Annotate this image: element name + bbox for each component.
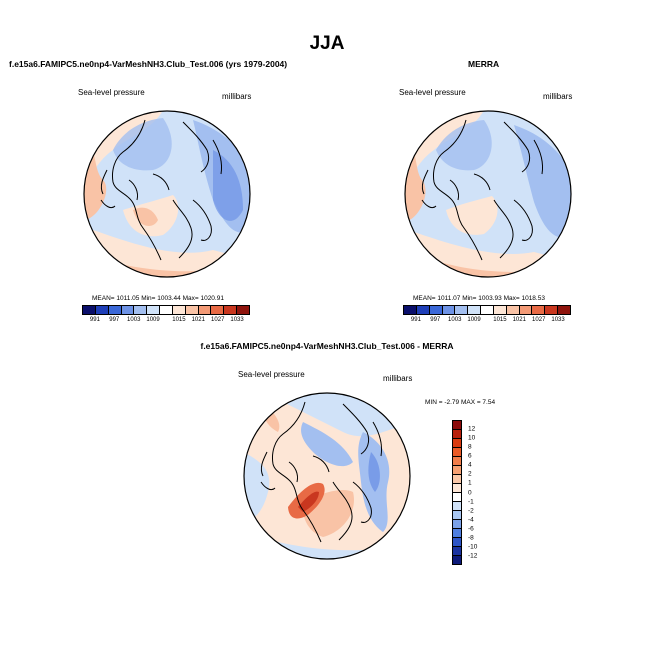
colorbar-swatch <box>453 502 461 511</box>
panel1-tick: 1003 <box>127 317 141 323</box>
panel3-left-label: Sea-level pressure <box>238 370 305 379</box>
panel1-colorbar <box>82 305 250 315</box>
panel2-tick: 1015 <box>493 317 507 323</box>
panel1-tick: 1015 <box>172 317 186 323</box>
colorbar-swatch <box>453 493 461 502</box>
panel2-tick: 997 <box>430 317 441 323</box>
colorbar-swatch <box>416 306 430 314</box>
panel3-tick: 10 <box>468 434 476 442</box>
panel3-tick: 2 <box>468 470 472 478</box>
colorbar-swatch <box>453 484 461 493</box>
colorbar-swatch <box>198 306 212 314</box>
panel3-tick: 6 <box>468 452 472 460</box>
colorbar-swatch <box>453 457 461 466</box>
colorbar-swatch <box>453 421 461 430</box>
panel3-title: f.e15a6.FAMIPC5.ne0np4-VarMeshNH3.Club_T… <box>200 341 454 351</box>
panel3-units-label: millibars <box>383 374 413 383</box>
colorbar-swatch <box>211 306 225 314</box>
colorbar-swatch <box>558 306 570 314</box>
panel3-tick: -12 <box>468 552 478 560</box>
panel2-tick: 1003 <box>448 317 462 323</box>
colorbar-swatch <box>453 511 461 520</box>
panel3-tick: 0 <box>468 489 472 496</box>
colorbar-swatch <box>404 306 417 314</box>
colorbar-swatch <box>429 306 443 314</box>
panel2-tick: 1027 <box>532 317 546 323</box>
panel1-tick: 991 <box>89 317 100 323</box>
colorbar-swatch <box>95 306 109 314</box>
colorbar-swatch <box>453 466 461 475</box>
panel2-tick: 1009 <box>467 317 481 323</box>
panel2-left-label: Sea-level pressure <box>399 88 466 97</box>
panel1-tick: 1033 <box>230 317 244 323</box>
panel3-tick: 8 <box>468 443 472 451</box>
panel3-tick: -8 <box>468 534 474 542</box>
panel1-stats: MEAN= 1011.05 Min= 1003.44 Max= 1020.91 <box>92 295 224 302</box>
panel1-left-label: Sea-level pressure <box>78 88 145 97</box>
colorbar-swatch <box>108 306 122 314</box>
panel2-polar-map <box>404 110 572 278</box>
panel3-tick: 4 <box>468 461 472 469</box>
colorbar-swatch <box>468 306 482 314</box>
colorbar-swatch <box>237 306 249 314</box>
panel3-tick: -10 <box>468 543 478 551</box>
page-title: JJA <box>309 33 345 54</box>
panel3-stats: MIN = -2.79 MAX = 7.54 <box>425 399 496 406</box>
panel1-title: f.e15a6.FAMIPC5.ne0np4-VarMeshNH3.Club_T… <box>9 59 288 69</box>
panel1-colorbar-ticks: 991 997 1003 1009 1015 1021 1027 1033 <box>82 317 250 327</box>
colorbar-swatch <box>506 306 520 314</box>
colorbar-swatch <box>453 475 461 484</box>
panel2-units-label: millibars <box>543 92 573 101</box>
panel2-tick: 1033 <box>551 317 565 323</box>
panel2-title: MERRA <box>468 59 500 69</box>
panel3-tick: 1 <box>468 479 472 487</box>
colorbar-swatch <box>121 306 135 314</box>
colorbar-swatch <box>453 538 461 547</box>
colorbar-swatch <box>453 547 461 556</box>
panel2-stats: MEAN= 1011.07 Min= 1003.93 Max= 1018.53 <box>413 295 545 302</box>
panel3-colorbar <box>452 420 462 565</box>
colorbar-swatch <box>147 306 161 314</box>
colorbar-swatch <box>481 306 494 314</box>
panel3-tick: -1 <box>468 498 474 506</box>
colorbar-swatch <box>453 529 461 538</box>
panel2-tick: 991 <box>410 317 421 323</box>
colorbar-swatch <box>453 556 461 564</box>
colorbar-swatch <box>453 439 461 448</box>
panel2-tick: 1021 <box>512 317 526 323</box>
colorbar-swatch <box>134 306 148 314</box>
panel2-colorbar-ticks: 991 997 1003 1009 1015 1021 1027 1033 <box>403 317 571 327</box>
colorbar-swatch <box>453 448 461 457</box>
panel1-tick: 1027 <box>211 317 225 323</box>
colorbar-swatch <box>493 306 507 314</box>
colorbar-swatch <box>532 306 546 314</box>
colorbar-swatch <box>442 306 456 314</box>
colorbar-swatch <box>453 430 461 439</box>
colorbar-swatch <box>519 306 533 314</box>
panel2-colorbar <box>403 305 571 315</box>
colorbar-swatch <box>224 306 238 314</box>
panel3-polar-map <box>243 392 411 560</box>
panel3-colorbar-ticks: 12 10 8 6 4 2 1 0 -1 -2 -4 -6 -8 -10 -12 <box>468 420 498 565</box>
panel3-tick: -6 <box>468 525 474 533</box>
colorbar-swatch <box>160 306 173 314</box>
colorbar-swatch <box>545 306 559 314</box>
panel3-tick: 12 <box>468 425 476 433</box>
panel1-tick: 997 <box>109 317 120 323</box>
panel3-tick: -4 <box>468 516 474 524</box>
colorbar-swatch <box>83 306 96 314</box>
colorbar-swatch <box>185 306 199 314</box>
panel1-tick: 1009 <box>146 317 160 323</box>
panel1-tick: 1021 <box>191 317 205 323</box>
colorbar-swatch <box>455 306 469 314</box>
panel1-polar-map <box>83 110 251 278</box>
panel1-units-label: millibars <box>222 92 252 101</box>
panel3-tick: -2 <box>468 507 474 515</box>
colorbar-swatch <box>172 306 186 314</box>
colorbar-swatch <box>453 520 461 529</box>
